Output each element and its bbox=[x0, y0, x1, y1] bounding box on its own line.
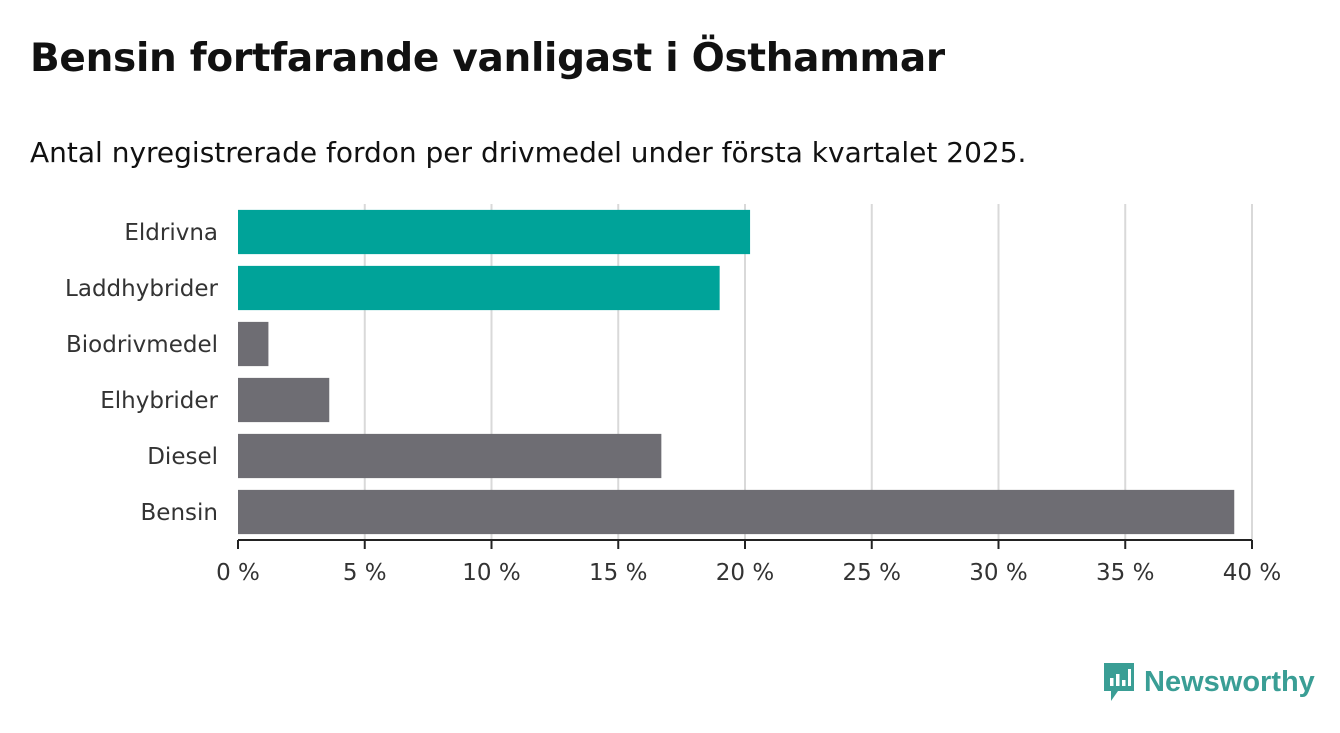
bar-diesel bbox=[238, 433, 662, 479]
newsworthy-logo-icon bbox=[1104, 663, 1134, 701]
category-labels: Eldrivna Laddhybrider Biodrivmedel Elhybrid… bbox=[65, 220, 218, 526]
x-tick-label: 10 % bbox=[462, 560, 520, 586]
x-tick-label: 0 % bbox=[216, 560, 260, 586]
bar-laddhybrider bbox=[238, 265, 720, 311]
bar-chart: 0 % 5 % 10 % 15 % 20 % 25 % 30 % 35 % 40 % Eldri… bbox=[65, 204, 1281, 586]
x-tick-label: 25 % bbox=[843, 560, 901, 586]
bar-elhybrider bbox=[238, 377, 330, 423]
bar-eldrivna bbox=[238, 209, 751, 255]
newsworthy-brand: Newsworthy bbox=[1102, 661, 1315, 703]
bar-biodrivmedel bbox=[238, 321, 269, 367]
x-tick-label: 5 % bbox=[343, 560, 387, 586]
category-label: Eldrivna bbox=[124, 220, 218, 246]
x-tick-label: 20 % bbox=[716, 560, 774, 586]
bar-bensin bbox=[238, 489, 1235, 535]
x-tick-label: 30 % bbox=[969, 560, 1027, 586]
category-label: Diesel bbox=[147, 444, 218, 470]
grid-lines bbox=[363, 204, 1253, 540]
bars bbox=[238, 209, 1235, 535]
category-label: Bensin bbox=[141, 500, 218, 526]
x-tick-label: 35 % bbox=[1096, 560, 1154, 586]
x-tick-label: 40 % bbox=[1223, 560, 1281, 586]
brand-name: Newsworthy bbox=[1144, 665, 1315, 698]
chart-title: Bensin fortfarande vanligast i Östhammar bbox=[30, 36, 945, 81]
chart-subtitle: Antal nyregistrerade fordon per drivmede… bbox=[30, 136, 1027, 169]
category-label: Biodrivmedel bbox=[66, 332, 218, 358]
category-label: Laddhybrider bbox=[65, 276, 218, 302]
category-label: Elhybrider bbox=[100, 388, 218, 414]
x-tick-label: 15 % bbox=[589, 560, 647, 586]
x-axis: 0 % 5 % 10 % 15 % 20 % 25 % 30 % 35 % 40 % bbox=[216, 539, 1281, 586]
